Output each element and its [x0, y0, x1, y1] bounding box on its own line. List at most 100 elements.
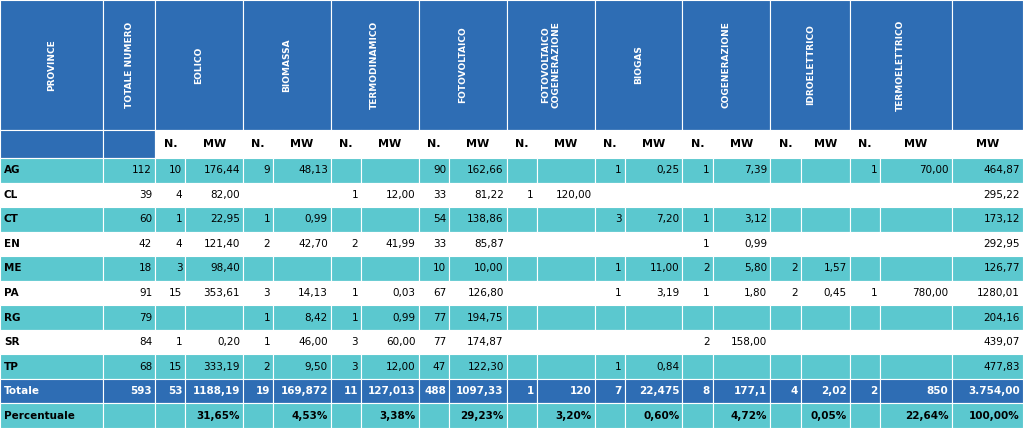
Text: 204,16: 204,16	[984, 312, 1020, 323]
Text: 2,02: 2,02	[821, 386, 847, 396]
Bar	[880, 256, 951, 281]
Bar	[243, 281, 273, 305]
Bar	[951, 354, 1023, 379]
Bar	[801, 354, 850, 379]
Text: 19: 19	[256, 386, 270, 396]
Bar	[951, 183, 1023, 207]
Text: 1: 1	[264, 312, 270, 323]
Text: 0,45: 0,45	[824, 288, 847, 298]
Bar	[880, 232, 951, 256]
Text: 46,00: 46,00	[299, 337, 328, 347]
Bar	[801, 305, 850, 330]
Bar	[273, 183, 330, 207]
Text: 7,20: 7,20	[657, 214, 679, 224]
Bar	[594, 379, 625, 404]
Bar	[850, 158, 880, 183]
Text: 162,66: 162,66	[468, 165, 503, 175]
Bar	[951, 232, 1023, 256]
Bar	[770, 305, 801, 330]
Text: 7,39: 7,39	[744, 165, 767, 175]
Bar	[155, 183, 185, 207]
Bar	[850, 130, 880, 158]
Text: 9: 9	[264, 165, 270, 175]
Text: MW: MW	[203, 139, 226, 149]
Text: 176,44: 176,44	[204, 165, 240, 175]
Bar	[625, 379, 682, 404]
Text: 84: 84	[139, 337, 152, 347]
Bar	[155, 207, 185, 232]
Text: 0,05%: 0,05%	[811, 411, 847, 421]
Bar	[594, 404, 625, 428]
Bar	[850, 0, 951, 130]
Text: 177,1: 177,1	[735, 386, 767, 396]
Bar	[682, 0, 770, 130]
Bar	[770, 256, 801, 281]
Bar	[625, 183, 682, 207]
Text: 488: 488	[425, 386, 446, 396]
Bar	[880, 379, 951, 404]
Bar	[713, 183, 770, 207]
Text: CL: CL	[4, 190, 18, 200]
Text: 10,00: 10,00	[475, 264, 503, 273]
Text: 68: 68	[139, 362, 152, 372]
Text: 98,40: 98,40	[211, 264, 240, 273]
Bar	[330, 130, 361, 158]
Bar	[330, 0, 418, 130]
Bar	[625, 232, 682, 256]
Bar	[449, 379, 506, 404]
Text: 1: 1	[352, 288, 358, 298]
Bar	[103, 207, 155, 232]
Bar	[185, 207, 243, 232]
Text: FOTOVOLTAICO: FOTOVOLTAICO	[458, 27, 468, 104]
Bar	[506, 158, 537, 183]
Text: MW: MW	[904, 139, 928, 149]
Text: 3: 3	[352, 362, 358, 372]
Text: 0,99: 0,99	[744, 239, 767, 249]
Bar	[850, 404, 880, 428]
Bar	[449, 158, 506, 183]
Text: 22,475: 22,475	[639, 386, 679, 396]
Bar	[185, 354, 243, 379]
Text: 100,00%: 100,00%	[969, 411, 1020, 421]
Bar	[103, 404, 155, 428]
Bar	[0, 256, 103, 281]
Bar	[506, 281, 537, 305]
Text: 29,23%: 29,23%	[460, 411, 503, 421]
Bar	[713, 330, 770, 354]
Bar	[537, 281, 594, 305]
Text: 3: 3	[352, 337, 358, 347]
Text: 90: 90	[433, 165, 446, 175]
Bar	[850, 183, 880, 207]
Bar	[506, 379, 537, 404]
Bar	[0, 130, 103, 158]
Text: 122,30: 122,30	[468, 362, 503, 372]
Bar	[243, 0, 330, 130]
Bar	[361, 354, 418, 379]
Bar	[0, 379, 103, 404]
Bar	[330, 330, 361, 354]
Bar	[506, 305, 537, 330]
Bar	[273, 130, 330, 158]
Bar	[951, 330, 1023, 354]
Bar	[880, 305, 951, 330]
Text: 120,00: 120,00	[555, 190, 591, 200]
Bar	[418, 256, 449, 281]
Bar	[103, 158, 155, 183]
Bar	[361, 158, 418, 183]
Text: N.: N.	[515, 139, 529, 149]
Bar	[243, 256, 273, 281]
Bar	[682, 330, 713, 354]
Bar	[418, 305, 449, 330]
Text: 33: 33	[433, 190, 446, 200]
Text: 120: 120	[570, 386, 591, 396]
Text: BIOGAS: BIOGAS	[634, 45, 643, 84]
Text: 174,87: 174,87	[468, 337, 503, 347]
Bar	[880, 183, 951, 207]
Bar	[103, 256, 155, 281]
Bar	[770, 379, 801, 404]
Bar	[243, 207, 273, 232]
Text: 1,57: 1,57	[824, 264, 847, 273]
Text: 2: 2	[264, 239, 270, 249]
Text: 77: 77	[433, 312, 446, 323]
Bar	[594, 354, 625, 379]
